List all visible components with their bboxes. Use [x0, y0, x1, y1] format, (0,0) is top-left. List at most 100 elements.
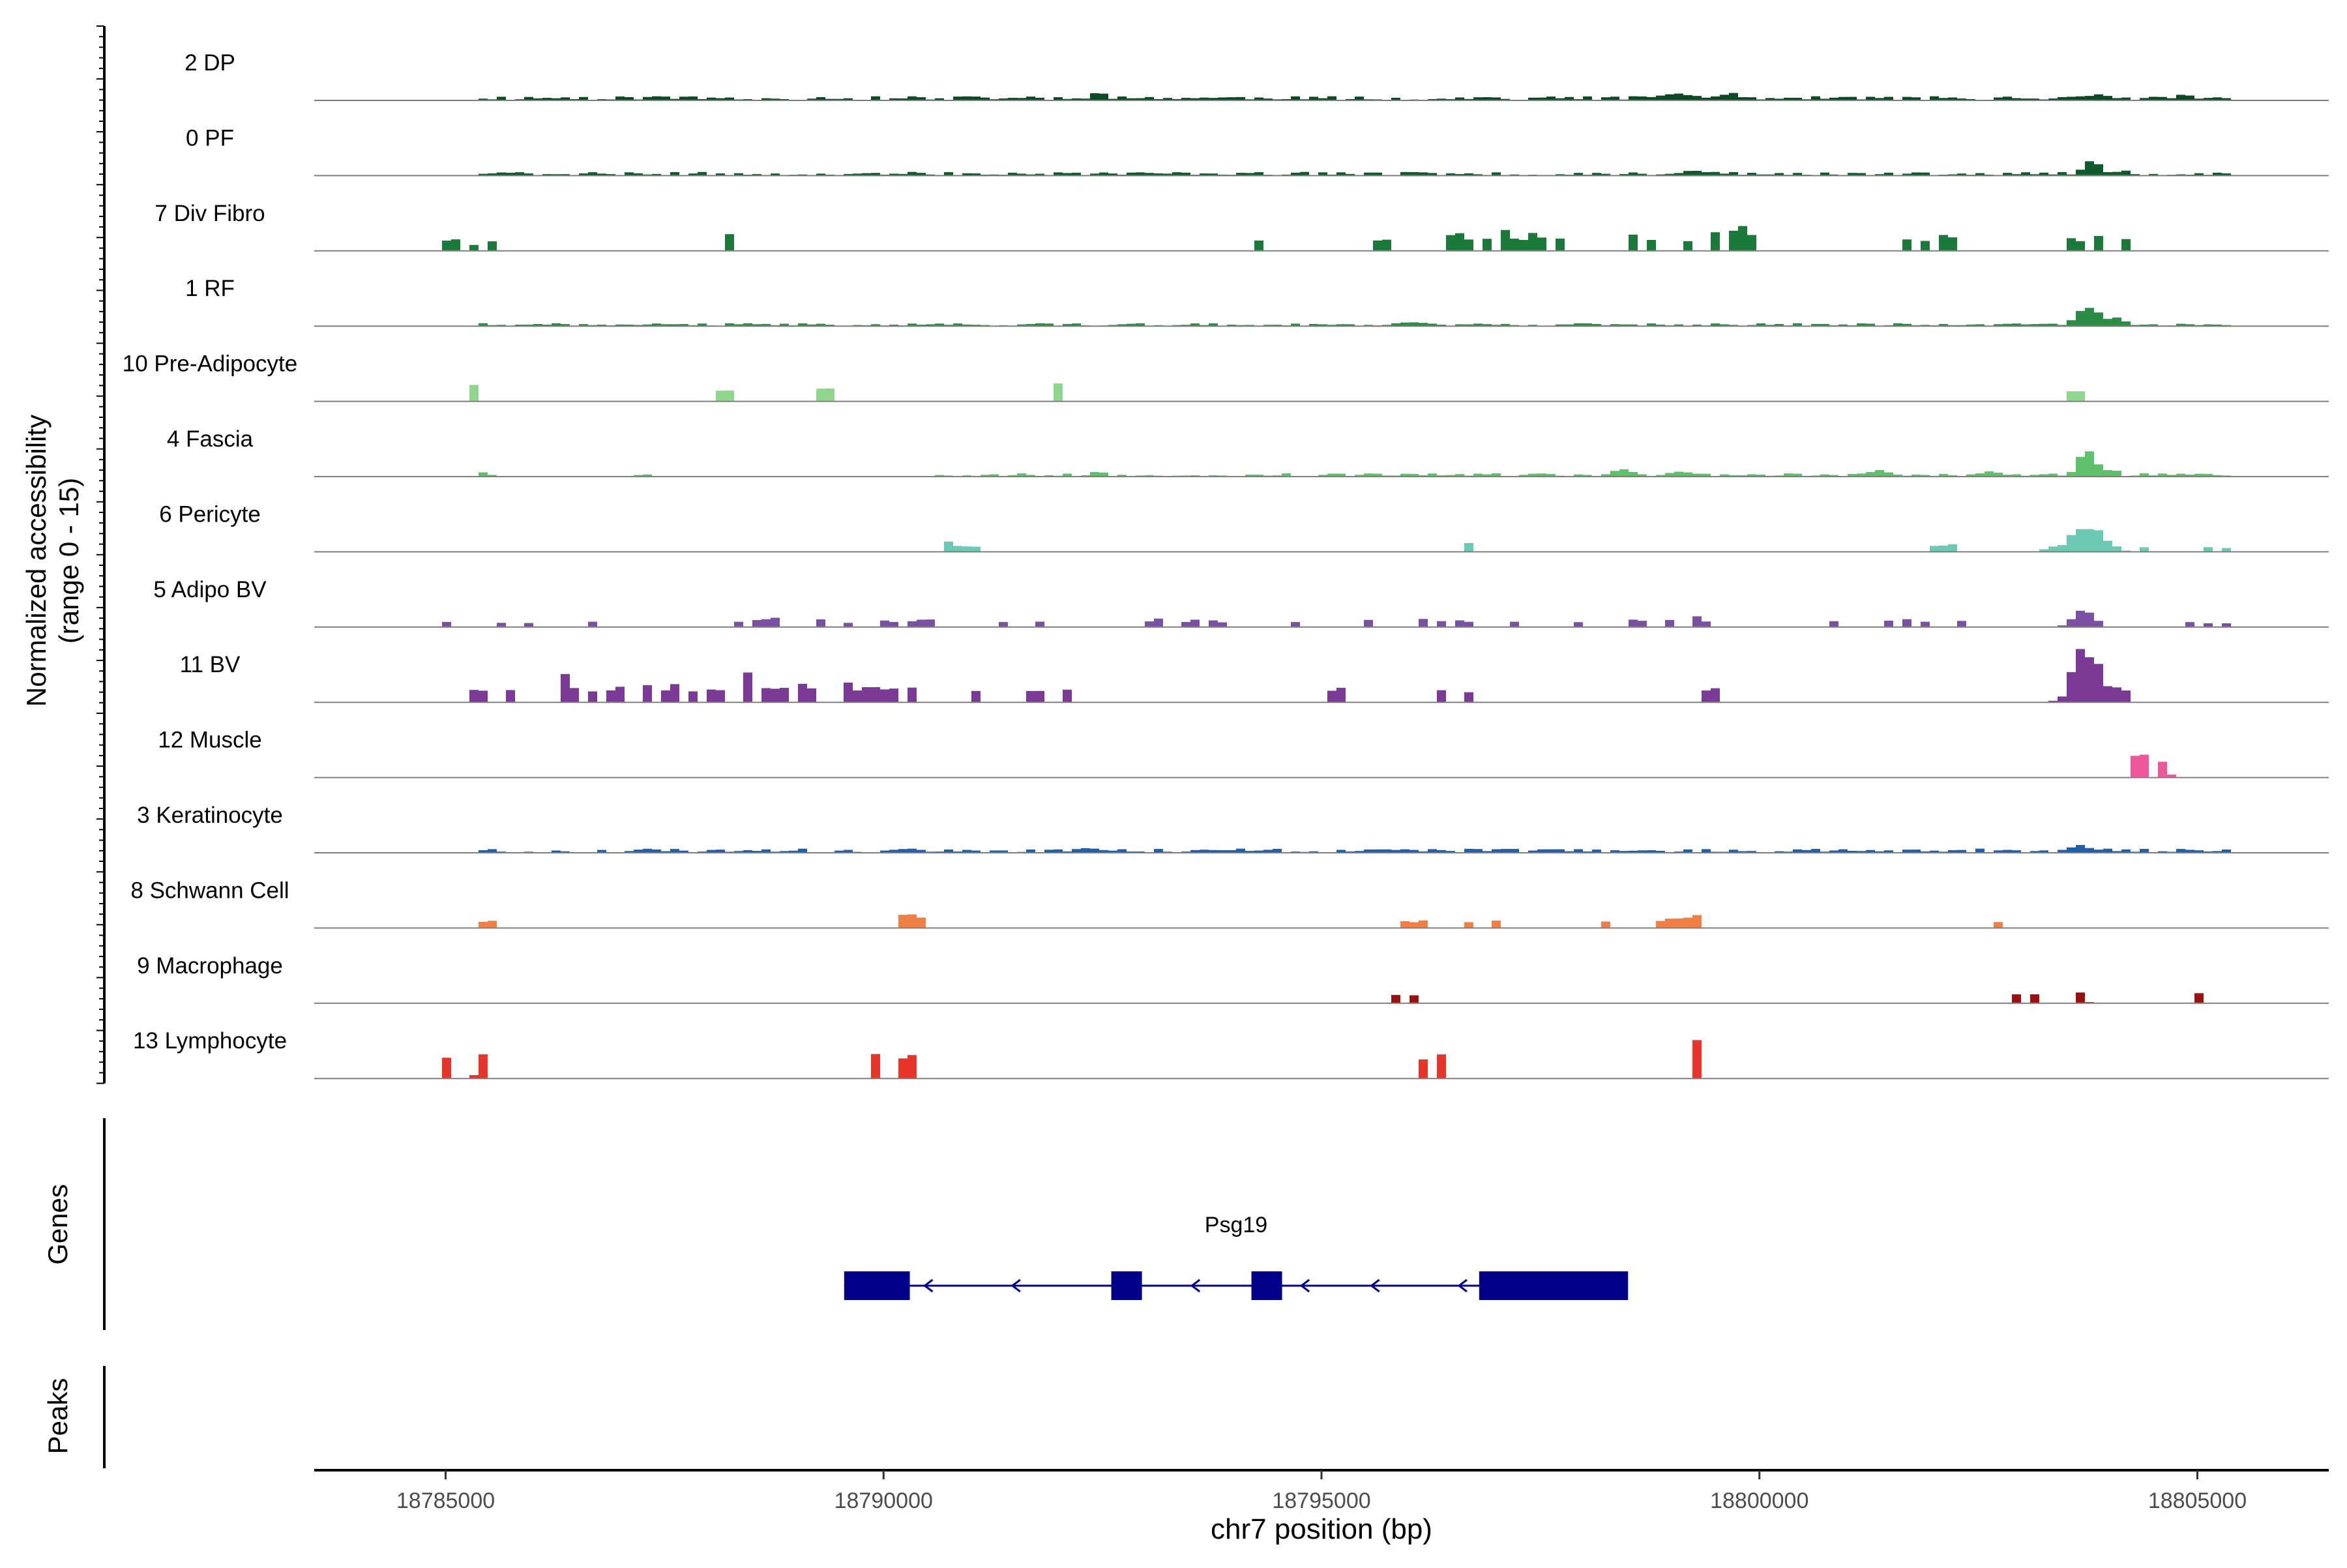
coverage-bar [1711, 171, 1720, 176]
coverage-bar [1072, 323, 1081, 327]
coverage-bar [1254, 97, 1263, 100]
coverage-bar [469, 385, 479, 402]
coverage-bar [1209, 620, 1218, 627]
coverage-bar [1994, 97, 2003, 100]
coverage-bar [834, 98, 844, 100]
coverage-bar [679, 850, 688, 853]
coverage-bar [1464, 692, 1473, 703]
coverage-bar [615, 96, 625, 100]
coverage-bar [1391, 850, 1400, 853]
coverage-bar [1209, 475, 1218, 477]
coverage-bar [515, 172, 524, 176]
coverage-bar [679, 96, 688, 100]
coverage-bar [1373, 473, 1382, 477]
coverage-bar [688, 96, 698, 100]
coverage-bar [1346, 98, 1355, 100]
track-0: 2 DP [185, 50, 2329, 101]
coverage-bar [1519, 475, 1528, 477]
coverage-bar [1099, 472, 1108, 477]
coverage-bar [1939, 545, 1948, 552]
coverage-bar [1720, 95, 1729, 100]
coverage-bar [962, 173, 971, 176]
coverage-bar [1473, 849, 1483, 853]
gene-exon [844, 1271, 910, 1300]
coverage-bar [1017, 98, 1026, 100]
coverage-bar [1921, 241, 1930, 251]
coverage-bar [1902, 239, 1912, 251]
coverage-bar [2121, 239, 2131, 251]
x-axis: 18785000 18790000 18795000 18800000 18805000 [314, 1469, 2329, 1513]
coverage-bar [1966, 474, 1975, 477]
coverage-bar [1930, 850, 1939, 853]
coverage-bar [1957, 850, 1966, 853]
coverage-bar [2085, 529, 2094, 552]
coverage-bar [597, 850, 606, 853]
coverage-bar [807, 324, 816, 327]
coverage-bar [1793, 323, 1802, 327]
coverage-bar [1145, 475, 1154, 477]
track-label: 0 PF [186, 125, 234, 151]
coverage-bar [2140, 754, 2149, 778]
coverage-bar [1629, 471, 1638, 477]
coverage-bar [1747, 235, 1756, 251]
coverage-bar [1975, 173, 1985, 176]
coverage-layer: 2 DP 0 PF 7 Div Fibro 1 RF 10 Pre-Adipocyte 4… [96, 25, 2329, 1084]
coverage-bar [1108, 98, 1117, 100]
coverage-bar [1291, 172, 1300, 176]
coverage-bar [889, 173, 898, 176]
coverage-bar [497, 623, 506, 627]
coverage-bar [524, 324, 533, 327]
coverage-bar [1035, 621, 1044, 627]
coverage-bar [634, 173, 643, 176]
coverage-bar [479, 921, 488, 928]
coverage-bar [2112, 471, 2121, 477]
coverage-bar [533, 98, 542, 100]
coverage-bar [2058, 696, 2067, 703]
coverage-bar [1674, 471, 1683, 477]
coverage-bar [1848, 96, 1857, 100]
coverage-bar [1601, 921, 1610, 928]
coverage-bar [1875, 174, 1884, 176]
coverage-bar [2085, 451, 2094, 477]
coverage-bar [1957, 173, 1966, 176]
coverage-bar [1054, 849, 1063, 853]
coverage-bar [1254, 240, 1263, 251]
coverage-bar [2067, 847, 2076, 853]
coverage-bar [698, 323, 707, 327]
coverage-bar [1537, 237, 1546, 251]
coverage-bar [1565, 96, 1574, 100]
coverage-bar [1419, 920, 1428, 928]
coverage-bar [1318, 324, 1327, 327]
coverage-bar [2012, 850, 2021, 853]
coverage-bar [1775, 851, 1784, 853]
coverage-bar [2012, 174, 2021, 176]
coverage-bar [1190, 850, 1200, 853]
coverage-bar [1930, 546, 1939, 552]
coverage-bar [1473, 97, 1483, 100]
coverage-bar [1200, 173, 1209, 176]
coverage-bar [1410, 850, 1419, 853]
coverage-bar [1866, 472, 1875, 477]
coverage-bar [2067, 391, 2076, 402]
coverage-bar [2094, 235, 2103, 251]
coverage-bar [816, 619, 825, 627]
coverage-bar [1464, 848, 1473, 853]
coverage-bar [2213, 324, 2222, 327]
coverage-bar [716, 98, 725, 100]
coverage-bar [1026, 849, 1035, 853]
coverage-bar [1200, 97, 1209, 100]
coverage-bar [661, 690, 670, 703]
coverage-bar [1802, 850, 1811, 853]
coverage-bar [2085, 96, 2094, 100]
coverage-bar [1236, 848, 1245, 853]
coverage-bar [1510, 621, 1519, 627]
coverage-bar [661, 324, 670, 327]
coverage-bar [2058, 171, 2067, 176]
coverage-bar [908, 171, 917, 176]
y-axis-label: Normalized accessibility [21, 415, 52, 707]
coverage-bar [1218, 850, 1227, 853]
coverage-bar [789, 850, 798, 853]
track-8: 11 BV [180, 649, 2329, 703]
coverage-bar [1419, 1059, 1428, 1079]
coverage-bar [1729, 475, 1738, 477]
